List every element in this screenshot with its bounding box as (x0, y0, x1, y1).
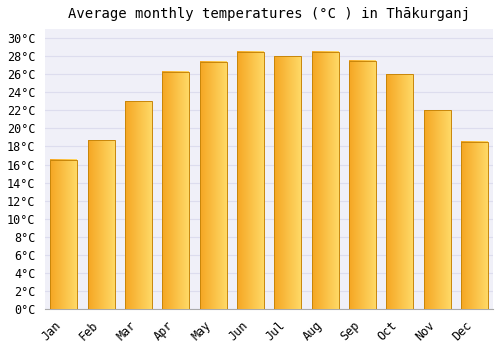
Bar (312, 52, 338, 309)
Bar (125, 101, 152, 309)
Bar (349, 61, 376, 309)
Bar (386, 74, 413, 309)
Title: Average monthly temperatures (°C ) in Thākurganj: Average monthly temperatures (°C ) in Th… (68, 7, 470, 21)
Bar (237, 52, 264, 309)
Bar (50, 160, 78, 309)
Bar (88, 140, 115, 309)
Bar (274, 56, 301, 309)
Bar (424, 110, 450, 309)
Bar (461, 142, 488, 309)
Bar (200, 62, 226, 309)
Bar (162, 71, 189, 309)
